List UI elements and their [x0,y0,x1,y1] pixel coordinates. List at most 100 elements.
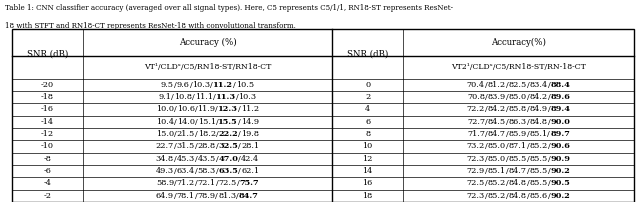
Text: 72.1: 72.1 [198,179,216,187]
Text: VT¹/CLDˣ/C5/RN18-ST/RN18-CT: VT¹/CLDˣ/C5/RN18-ST/RN18-CT [144,63,271,71]
Text: 10.3: 10.3 [239,93,257,101]
Text: 12: 12 [362,155,373,163]
Text: 87.1: 87.1 [509,142,527,150]
Text: /: / [547,105,550,113]
Text: /: / [548,192,550,200]
Text: 84.7: 84.7 [239,192,259,200]
Text: /: / [192,93,195,101]
Text: 15.0: 15.0 [156,130,174,138]
Text: 32.5: 32.5 [219,142,238,150]
Text: 83.4: 83.4 [529,81,548,89]
Text: /: / [238,105,241,113]
Text: /: / [174,105,177,113]
Text: 11.2: 11.2 [213,81,233,89]
Text: 28.8: 28.8 [198,142,216,150]
Text: /: / [216,179,218,187]
Text: /: / [174,81,177,89]
Text: /: / [547,130,550,138]
Text: /: / [174,167,177,175]
Text: 9.5: 9.5 [161,81,174,89]
Text: 85.2: 85.2 [529,142,548,150]
Text: 85.0: 85.0 [488,155,506,163]
Text: 14: 14 [362,167,372,175]
Text: /: / [485,142,488,150]
Text: /: / [506,155,508,163]
Text: /: / [195,142,198,150]
Text: /: / [527,105,529,113]
Text: 84.7: 84.7 [488,130,506,138]
Text: /: / [485,167,488,175]
Text: -18: -18 [41,93,54,101]
Text: 8: 8 [365,130,370,138]
Text: /: / [216,130,219,138]
Text: /: / [547,118,550,126]
Text: 58.3: 58.3 [198,167,216,175]
Text: 10.8: 10.8 [174,93,192,101]
Text: /: / [485,155,488,163]
Text: /: / [548,155,550,163]
Text: /: / [216,192,218,200]
Text: 89.6: 89.6 [550,93,570,101]
Text: -20: -20 [41,81,54,89]
Text: 72.3: 72.3 [467,192,485,200]
Text: /: / [485,93,488,101]
Text: 72.3: 72.3 [467,155,485,163]
Text: /: / [506,81,508,89]
Text: /: / [195,167,198,175]
Text: 10: 10 [362,142,372,150]
Text: 85.2: 85.2 [488,179,506,187]
Text: /: / [233,81,236,89]
Text: 85.5: 85.5 [529,155,548,163]
Text: 84.8: 84.8 [509,179,527,187]
Text: 22.2: 22.2 [219,130,238,138]
Text: 72.5: 72.5 [218,179,237,187]
Text: /: / [548,167,550,175]
Text: /: / [195,192,198,200]
Text: 16: 16 [362,179,372,187]
Text: 84.5: 84.5 [488,118,506,126]
Text: 78.1: 78.1 [177,192,195,200]
Text: 84.8: 84.8 [529,118,547,126]
Text: -4: -4 [44,179,51,187]
Text: Table 1: CNN classifier accuracy (averaged over all signal types). Here, C5 repr: Table 1: CNN classifier accuracy (averag… [5,4,453,12]
Text: /: / [527,81,529,89]
Text: 11.3: 11.3 [216,93,236,101]
Text: /: / [485,179,488,187]
Text: 4: 4 [365,105,370,113]
Text: 47.0: 47.0 [218,155,239,163]
Text: 10.3: 10.3 [192,81,211,89]
Text: 9.6: 9.6 [177,81,189,89]
Text: /: / [527,167,529,175]
Text: 71.7: 71.7 [467,130,485,138]
Text: /: / [211,81,213,89]
Text: 0: 0 [365,81,370,89]
Text: 10.6: 10.6 [177,105,195,113]
Text: /: / [506,93,509,101]
Text: 28.1: 28.1 [241,142,259,150]
Text: 31.5: 31.5 [177,142,195,150]
Text: /: / [237,179,239,187]
Text: 70.8: 70.8 [467,93,485,101]
Text: /: / [236,192,239,200]
Text: /: / [195,155,198,163]
Text: 85.1: 85.1 [529,130,547,138]
Text: 85.2: 85.2 [488,192,506,200]
Text: 18.2: 18.2 [198,130,216,138]
Text: 85.1: 85.1 [488,167,506,175]
Text: 70.4: 70.4 [467,81,485,89]
Text: 85.8: 85.8 [509,105,527,113]
Text: /: / [527,118,529,126]
Text: /: / [506,179,509,187]
Text: 10.0: 10.0 [156,105,174,113]
Text: /: / [236,93,239,101]
Text: /: / [239,155,241,163]
Text: 43.5: 43.5 [198,155,216,163]
Text: /: / [506,192,509,200]
Text: 58.9: 58.9 [156,179,174,187]
Text: /: / [527,130,529,138]
Text: 34.8: 34.8 [156,155,174,163]
Text: 72.5: 72.5 [467,179,485,187]
Text: 21.5: 21.5 [177,130,195,138]
Text: -2: -2 [44,192,51,200]
Text: /: / [174,155,177,163]
